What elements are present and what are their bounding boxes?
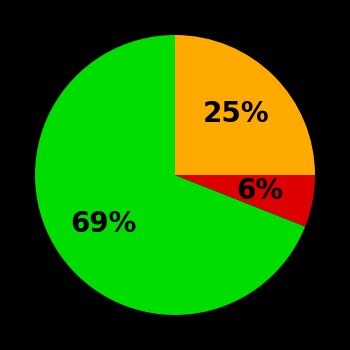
Wedge shape <box>175 35 315 175</box>
Text: 69%: 69% <box>70 210 136 238</box>
Text: 6%: 6% <box>237 177 284 205</box>
Wedge shape <box>175 175 315 226</box>
Wedge shape <box>35 35 305 315</box>
Text: 25%: 25% <box>203 100 270 128</box>
